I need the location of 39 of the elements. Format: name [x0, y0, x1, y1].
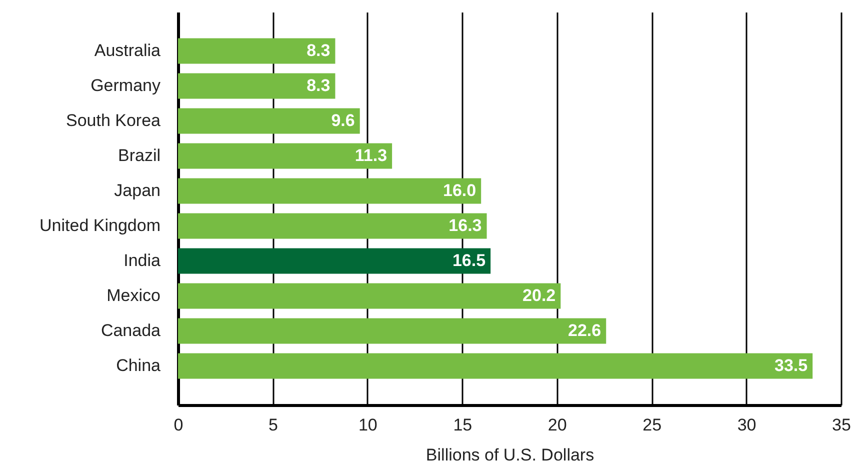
y-tick-label: South Korea — [66, 111, 162, 130]
y-tick-label: Mexico — [106, 286, 160, 305]
x-tick-label: 30 — [737, 416, 756, 434]
data-label: 8.3 — [306, 41, 330, 60]
data-label: 33.5 — [774, 356, 808, 375]
x-tick-label: 5 — [268, 416, 278, 434]
y-tick-label: India — [124, 250, 162, 270]
data-label: 22.6 — [568, 320, 602, 340]
y-tick-label: Canada — [100, 320, 162, 340]
bar — [178, 353, 813, 379]
bar — [178, 143, 392, 169]
y-tick-label: Brazil — [118, 146, 160, 166]
y-tick-label: China — [116, 356, 162, 375]
data-label: 9.6 — [331, 111, 355, 130]
y-tick-label: Japan — [114, 181, 160, 200]
x-tick-label: 0 — [174, 416, 184, 434]
y-tick-label: Australia — [94, 41, 162, 60]
x-tick-label: 25 — [642, 416, 662, 434]
bar — [178, 38, 336, 64]
data-label: 20.2 — [522, 286, 556, 305]
x-tick-label: 10 — [358, 416, 378, 434]
data-label: 8.3 — [306, 76, 330, 96]
data-label: 16.3 — [448, 216, 482, 235]
y-tick-label: United Kingdom — [40, 216, 160, 235]
bar — [178, 283, 561, 309]
bar — [178, 178, 482, 204]
x-axis-title: Billions of U.S. Dollars — [426, 446, 594, 463]
data-label: 16.0 — [442, 181, 476, 200]
x-tick-label: 15 — [453, 416, 472, 434]
y-tick-label: Germany — [90, 76, 161, 96]
bar — [178, 213, 487, 239]
bar — [178, 108, 360, 134]
bar — [178, 318, 606, 344]
data-label: 11.3 — [354, 146, 388, 166]
data-label: 16.5 — [452, 250, 486, 270]
bar — [178, 248, 491, 274]
x-tick-label: 20 — [548, 416, 567, 434]
x-tick-label: 35 — [832, 416, 851, 434]
bar — [178, 73, 336, 99]
